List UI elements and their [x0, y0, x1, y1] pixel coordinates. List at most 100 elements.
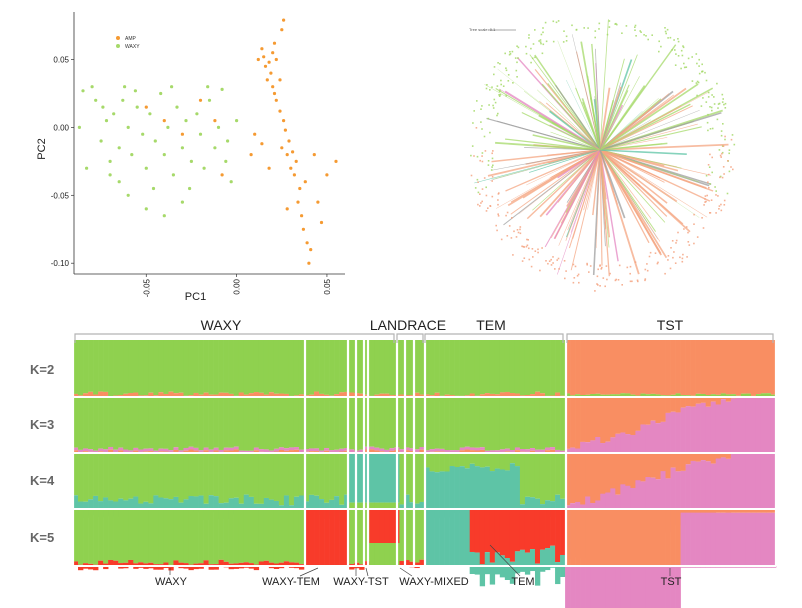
structure-bar	[675, 471, 681, 526]
structure-bar	[173, 447, 179, 450]
structure-bar	[208, 495, 214, 512]
structure-bar	[720, 512, 727, 568]
structure-bar	[675, 398, 681, 413]
structure-bar	[243, 340, 250, 395]
structure-bar	[725, 454, 732, 459]
structure-bar	[384, 510, 390, 543]
structure-bar	[183, 447, 189, 451]
structure-bar	[414, 398, 420, 450]
pca-point	[202, 166, 206, 170]
pca-point	[213, 146, 217, 150]
structure-bar	[258, 398, 265, 450]
tree-branch	[567, 149, 601, 231]
structure-bar	[404, 454, 410, 495]
structure-bar	[595, 565, 601, 608]
structure-bar	[389, 502, 395, 508]
structure-bar	[600, 340, 606, 395]
structure-bar	[545, 450, 551, 453]
pca-x-tick-label: 0.05	[323, 278, 332, 294]
pca-point	[296, 200, 300, 204]
structure-bar	[459, 340, 465, 396]
pca-point	[141, 132, 145, 136]
tree-branch	[599, 149, 658, 240]
tree-tip	[714, 186, 716, 188]
structure-bar	[98, 454, 104, 502]
tree-tip	[695, 53, 698, 55]
tree-tip	[706, 121, 709, 124]
structure-bar	[203, 450, 209, 453]
structure-bar	[640, 393, 646, 397]
structure-bar	[168, 454, 174, 500]
tree-tip	[704, 201, 706, 203]
structure-bar	[138, 340, 144, 396]
tree-tip	[700, 105, 703, 107]
pca-point	[112, 112, 116, 116]
structure-bar	[519, 449, 526, 452]
structure-bar	[168, 340, 174, 392]
structure-bar	[349, 398, 355, 450]
structure-bar	[268, 499, 275, 516]
structure-bar	[148, 448, 154, 452]
tree-tip	[665, 32, 667, 35]
tree-tip	[721, 152, 723, 155]
structure-bar	[710, 510, 717, 513]
tree-tip	[473, 155, 475, 157]
structure-bar	[133, 454, 139, 497]
structure-bar	[409, 510, 415, 562]
structure-bar	[750, 340, 757, 396]
structure-bar	[665, 510, 671, 565]
tree-tip	[517, 57, 519, 59]
structure-bar	[293, 398, 300, 448]
structure-bar	[454, 510, 460, 565]
structure-bar	[253, 392, 260, 398]
tree-tip	[493, 73, 495, 76]
structure-bar	[765, 512, 772, 568]
structure-bar	[278, 398, 285, 448]
structure-bar	[685, 512, 691, 568]
structure-bar	[555, 494, 561, 511]
tree-tip	[528, 37, 530, 39]
pca-point	[130, 153, 134, 157]
tree-branch	[571, 34, 601, 151]
structure-bar	[283, 495, 290, 512]
structure-bar	[248, 393, 255, 399]
tree-tip	[600, 268, 603, 270]
tree-tip	[702, 227, 705, 229]
pca-point	[198, 132, 203, 136]
tree-tip	[716, 82, 718, 85]
structure-bar	[143, 398, 149, 449]
structure-bar	[133, 447, 139, 451]
structure-bar	[324, 454, 330, 503]
structure-bar	[449, 510, 455, 565]
tree-tip	[481, 105, 483, 107]
tree-tip	[609, 272, 611, 275]
structure-bar	[399, 340, 405, 395]
tree-tip	[599, 285, 601, 287]
tree-tip	[487, 164, 490, 166]
structure-bar	[168, 450, 174, 453]
tree-tip	[498, 94, 500, 96]
structure-bar	[514, 466, 521, 512]
structure-bar	[645, 394, 651, 398]
tree-tip	[681, 54, 684, 57]
structure-bar	[384, 340, 390, 394]
pca-point	[312, 153, 316, 157]
structure-bar	[459, 466, 465, 513]
tree-tip	[716, 118, 719, 121]
structure-bar	[404, 398, 410, 448]
tree-tip	[596, 275, 599, 278]
structure-bar	[334, 496, 340, 513]
structure-bar	[655, 340, 661, 395]
structure-bar	[710, 394, 717, 398]
tree-branch	[599, 126, 702, 151]
structure-bar	[288, 450, 295, 453]
tree-tip	[516, 76, 518, 78]
tree-tip	[707, 181, 709, 183]
tree-tip	[708, 173, 710, 176]
pca-y-tick-label: 0.00	[53, 123, 69, 132]
structure-bar	[550, 545, 556, 568]
structure-bar	[344, 340, 350, 392]
tree-tip	[675, 53, 677, 55]
tree-tip	[572, 263, 575, 266]
structure-bar	[650, 510, 656, 565]
